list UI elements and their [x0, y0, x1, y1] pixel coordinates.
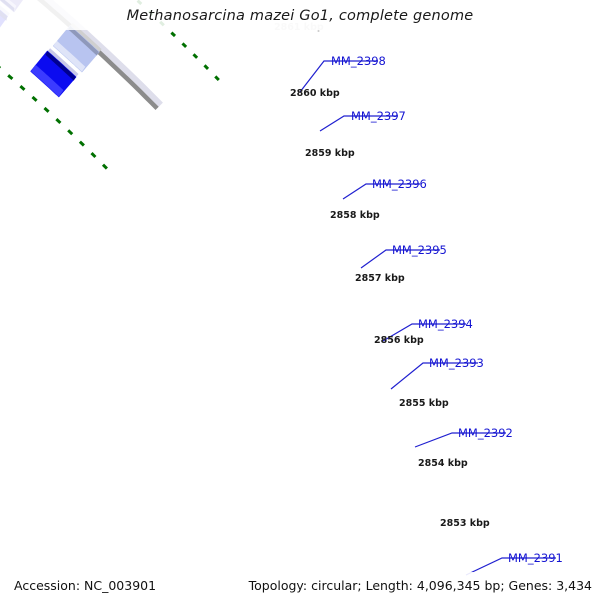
accession-label: Accession: NC_003901 — [14, 578, 157, 593]
leader-line — [414, 432, 506, 448]
gene-label-mm_2394[interactable]: MM_2394 — [418, 317, 473, 331]
scale-label: 2857 kbp — [355, 273, 405, 284]
leader-line — [382, 323, 466, 342]
leader-line — [360, 249, 440, 269]
gene-label-mm_2392[interactable]: MM_2392 — [458, 426, 513, 440]
scale-label: 2855 kbp — [399, 398, 449, 409]
scale-label: 2858 kbp — [330, 210, 380, 221]
gene-label-mm_2393[interactable]: MM_2393 — [429, 356, 484, 370]
leader-line — [342, 183, 420, 200]
leader-line — [319, 115, 398, 132]
scale-label: 2854 kbp — [418, 458, 468, 469]
gene-label-mm_2391[interactable]: MM_2391 — [508, 551, 563, 565]
scale-label: 2860 kbp — [290, 88, 340, 99]
gene-label-mm_2397[interactable]: MM_2397 — [351, 109, 406, 123]
leader-line — [465, 557, 556, 576]
tick-track-inner — [0, 66, 108, 170]
scale-label: 2853 kbp — [440, 518, 490, 529]
leader-line — [299, 60, 378, 93]
scale-label: 2859 kbp — [305, 148, 355, 159]
scale-label: 2856 kbp — [374, 335, 424, 346]
gene-label-mm_2398[interactable]: MM_2398 — [331, 54, 386, 68]
gene-feature[interactable] — [30, 22, 102, 98]
leader-line — [390, 362, 478, 390]
genome-summary: Topology: circular; Length: 4,096,345 bp… — [248, 578, 592, 593]
label-leader-lines — [299, 60, 556, 576]
gene-label-mm_2395[interactable]: MM_2395 — [392, 243, 447, 257]
page-title: Methanosarcina mazei Go1, complete genom… — [126, 8, 474, 24]
status-bar — [0, 572, 600, 600]
gene-label-mm_2396[interactable]: MM_2396 — [372, 177, 427, 191]
